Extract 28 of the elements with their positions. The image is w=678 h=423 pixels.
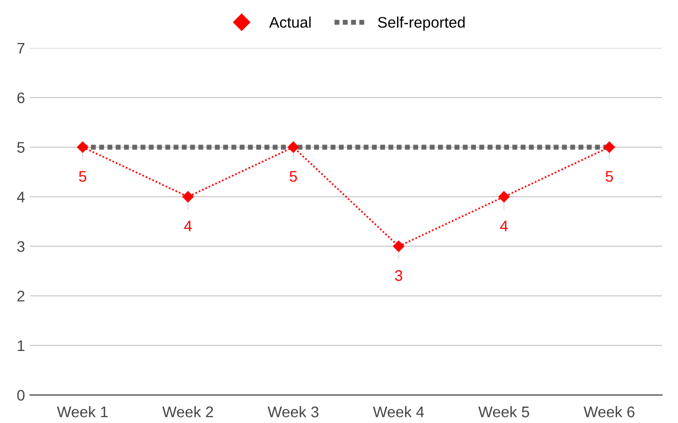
point	[182, 191, 194, 202]
x-tick-label: Week 6	[584, 406, 634, 418]
point	[77, 142, 88, 153]
point	[498, 191, 510, 202]
legend-label: Self-reported	[378, 16, 465, 31]
data-label: 5	[606, 171, 613, 182]
legend-label: Actual	[269, 16, 311, 28]
x-tick-label: Week 4	[372, 406, 424, 418]
y-tick-label: 6	[17, 92, 24, 104]
data-label: 4	[184, 220, 192, 232]
data-label: 3	[395, 270, 402, 281]
data-label: 5	[290, 171, 297, 182]
data-label: 4	[500, 220, 508, 232]
y-tick-label: 0	[17, 390, 25, 401]
point	[288, 142, 299, 153]
x-tick-label: Week 2	[162, 406, 213, 418]
x-tick-label: Week 3	[268, 406, 318, 418]
y-tick-label: 5	[17, 142, 24, 153]
point	[393, 240, 404, 252]
data-label: 5	[79, 171, 86, 182]
y-tick-label: 4	[16, 192, 25, 202]
y-tick-label: 3	[17, 241, 24, 252]
y-tick-label: 1	[18, 340, 24, 351]
y-tick-label: 2	[17, 290, 24, 302]
y-tick-label: 7	[17, 43, 24, 54]
x-tick-label: Week 1	[56, 406, 108, 418]
point	[604, 142, 615, 153]
x-tick-label: Week 5	[478, 406, 530, 418]
